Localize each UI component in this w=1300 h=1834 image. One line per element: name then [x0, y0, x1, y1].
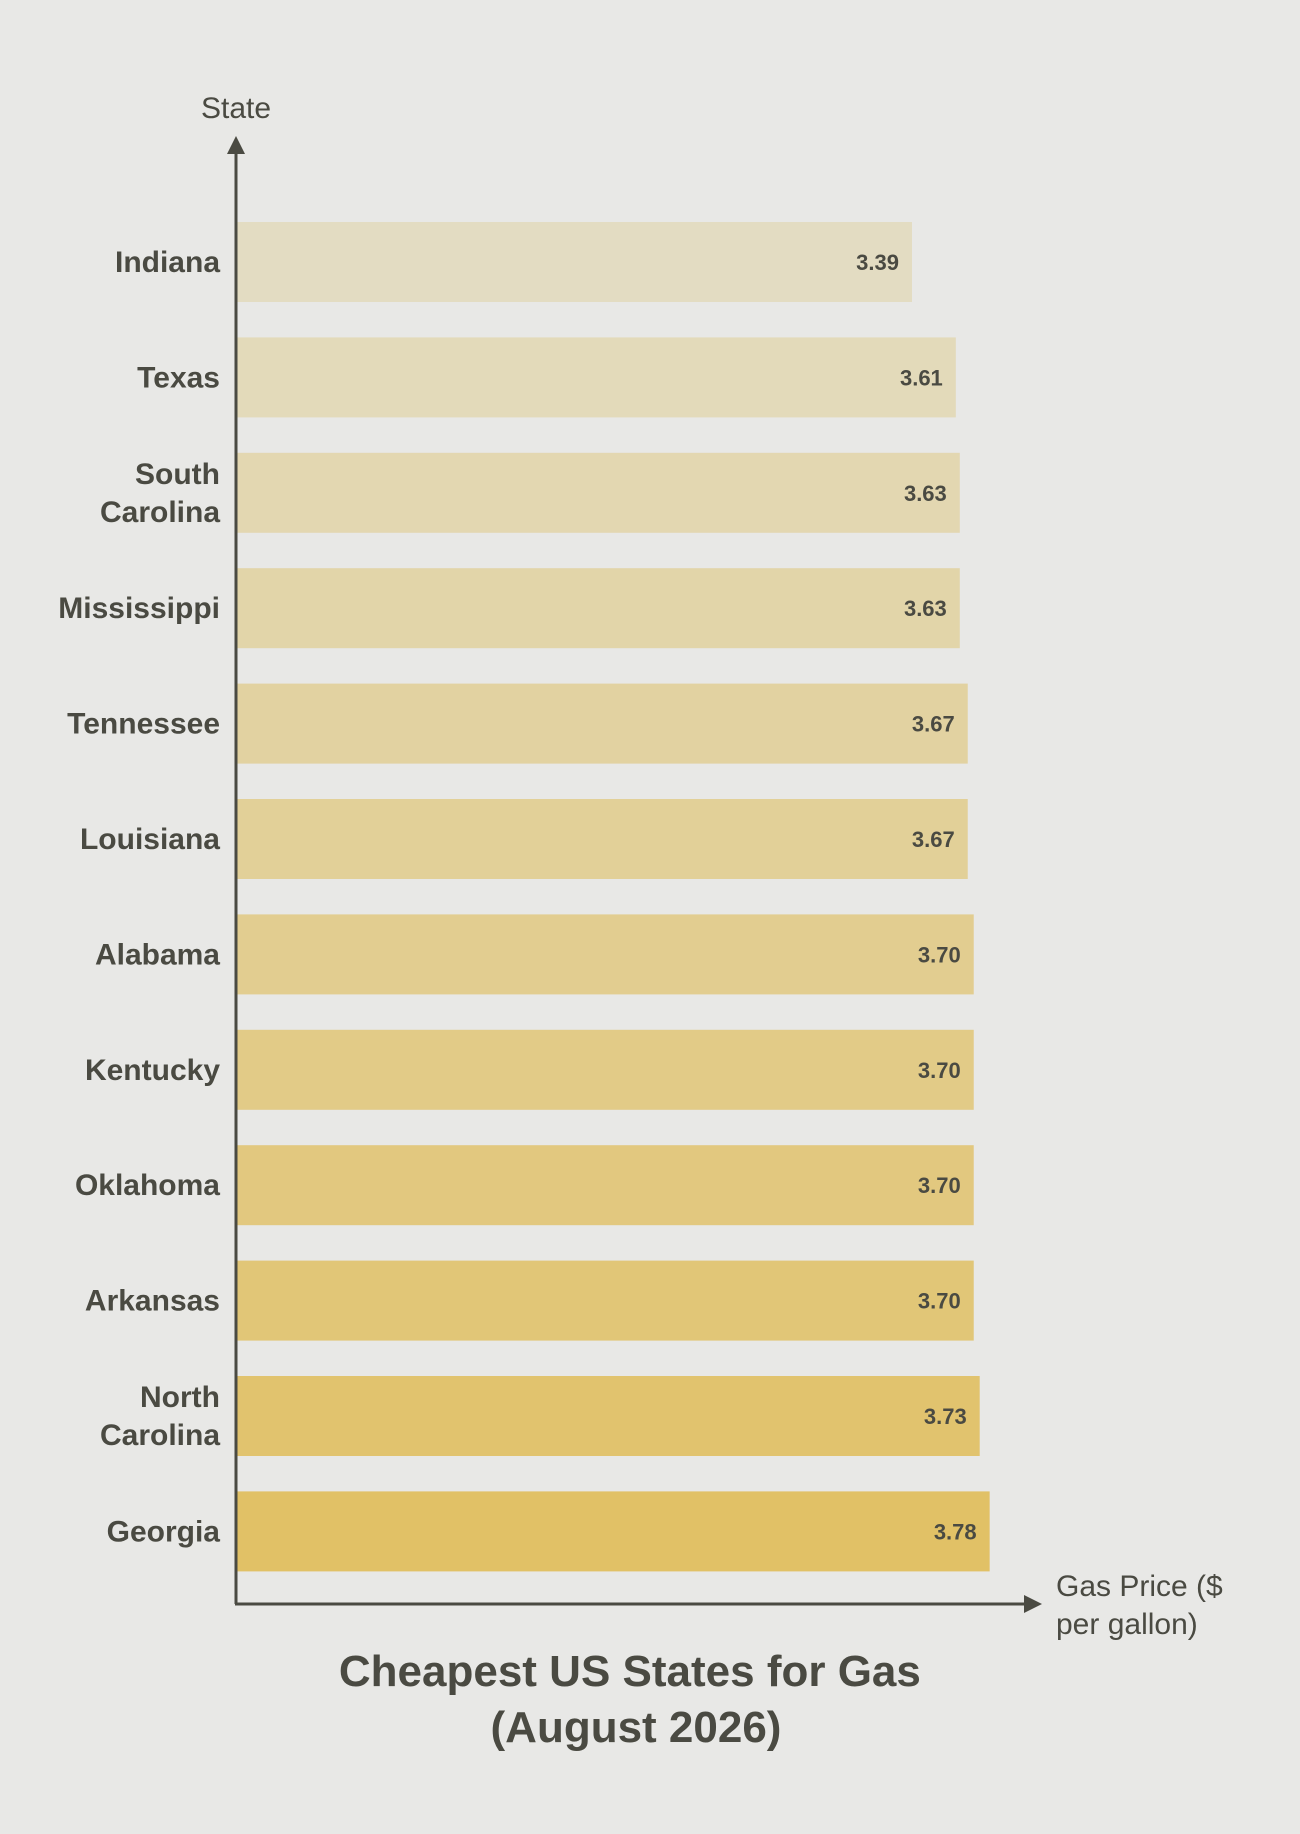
bar-indiana [237, 222, 912, 302]
category-label-line: Tennessee [67, 708, 220, 741]
category-label: North Carolina [100, 1381, 220, 1452]
category-label: South Carolina [100, 458, 220, 529]
bar-mississippi [237, 568, 960, 649]
category-label: Indiana [115, 246, 220, 279]
category-label-line: Alabama [95, 938, 220, 971]
category-label-line: Kentucky [85, 1054, 220, 1087]
category-label-line: Louisiana [80, 823, 220, 856]
value-label: 3.73 [924, 1404, 967, 1429]
value-label: 3.78 [934, 1519, 977, 1544]
labels-layer: 3.39 Indiana 3.61 Texas 3.63 South Carolina 3.6… [58, 246, 976, 1548]
value-label: 3.70 [918, 1289, 961, 1314]
category-label: Georgia [107, 1515, 221, 1548]
value-label: 3.39 [856, 250, 899, 275]
category-label: Mississippi [58, 592, 220, 625]
bar-south-carolina [237, 452, 960, 533]
value-label: 3.67 [912, 827, 955, 852]
bar-arkansas [237, 1260, 974, 1341]
category-label: Arkansas [85, 1285, 220, 1318]
bars-layer [237, 222, 990, 1572]
bar-texas [237, 337, 956, 418]
y-axis-arrow [227, 136, 245, 154]
bar-north-carolina [237, 1376, 980, 1456]
category-label-line: Mississippi [58, 592, 220, 625]
bar-oklahoma [237, 1145, 974, 1226]
category-label: Tennessee [67, 708, 220, 741]
value-label: 3.63 [904, 596, 947, 621]
category-label-line: Texas [137, 361, 220, 394]
category-label-line: North [140, 1381, 220, 1414]
chart-title-line-1: Cheapest US States for Gas [339, 1647, 921, 1696]
category-label-line: Georgia [107, 1515, 221, 1548]
axes-layer: State Gas Price ($ per gallon) [201, 92, 1231, 1641]
category-label-line: South [135, 458, 220, 491]
x-axis-title: Gas Price ($ per gallon) [1056, 1570, 1231, 1641]
y-axis-title: State [201, 92, 271, 125]
bar-kentucky [237, 1029, 974, 1110]
chart-title-line-2: (August 2026) [491, 1703, 782, 1752]
category-label-line: Oklahoma [75, 1169, 220, 1202]
category-label-line: Carolina [100, 496, 220, 529]
value-label: 3.70 [918, 1173, 961, 1198]
category-label: Alabama [95, 938, 220, 971]
x-axis-title-line-2: per gallon) [1056, 1608, 1198, 1641]
category-label: Texas [137, 361, 220, 394]
chart-title: Cheapest US States for Gas (August 2026) [339, 1647, 933, 1752]
value-label: 3.70 [918, 1058, 961, 1083]
bar-louisiana [237, 799, 968, 879]
category-label-line: Arkansas [85, 1285, 220, 1318]
bar-alabama [237, 914, 974, 995]
bar-georgia [237, 1491, 990, 1572]
x-axis-title-line-1: Gas Price ($ [1056, 1570, 1223, 1603]
bar-tennessee [237, 683, 968, 764]
category-label-line: Carolina [100, 1419, 220, 1452]
category-label: Oklahoma [75, 1169, 220, 1202]
category-label: Louisiana [80, 823, 220, 856]
category-label-line: Indiana [115, 246, 220, 279]
value-label: 3.70 [918, 942, 961, 967]
value-label: 3.63 [904, 481, 947, 506]
value-label: 3.61 [900, 365, 943, 390]
value-label: 3.67 [912, 712, 955, 737]
x-axis-arrow [1024, 1595, 1042, 1613]
category-label: Kentucky [85, 1054, 220, 1087]
